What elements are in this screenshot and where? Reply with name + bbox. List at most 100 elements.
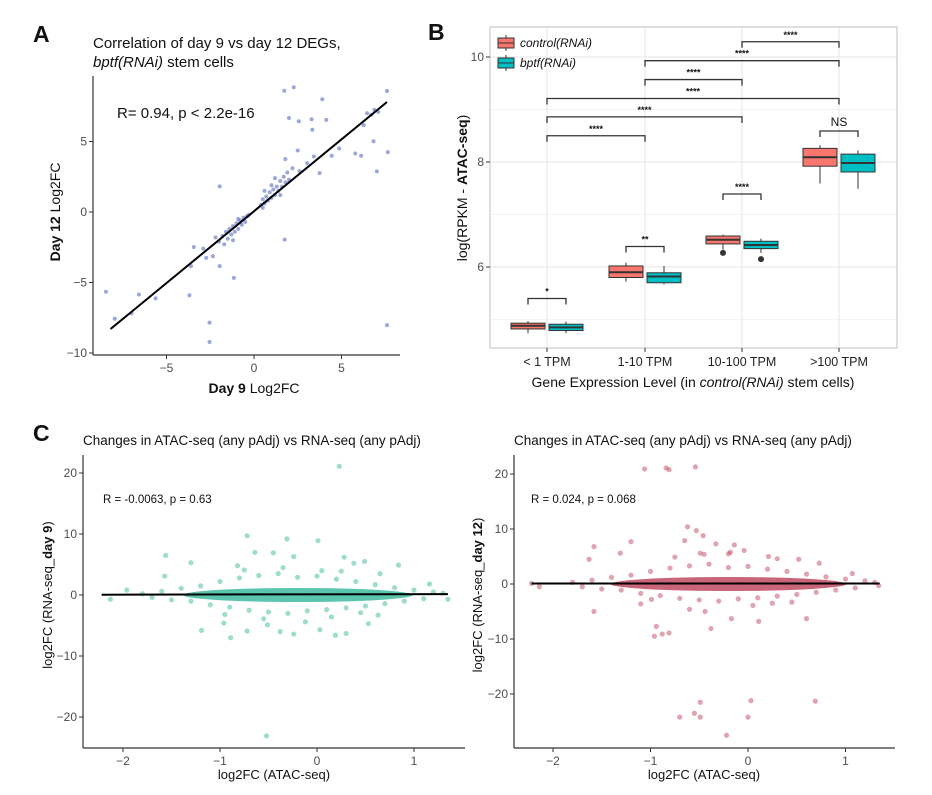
y-tick-label: 6 [477, 260, 484, 274]
data-point [201, 246, 206, 251]
data-point [278, 193, 283, 198]
data-point [222, 242, 227, 247]
legend: control(RNAi) bptf(RNAi) [497, 35, 592, 71]
data-point [332, 632, 339, 638]
data-point [275, 571, 281, 577]
data-point [642, 466, 648, 472]
data-point [207, 340, 212, 345]
panel-b-ylabel-bold: ATAC-seq [454, 119, 470, 185]
y-tick-label: 0 [501, 577, 508, 591]
panel-c-left-title: Changes in ATAC-seq (any pAdj) vs RNA-se… [83, 433, 421, 448]
data-point [295, 148, 300, 153]
data-point [756, 618, 762, 625]
data-point [667, 565, 673, 571]
regression-line [101, 593, 448, 596]
panel-c-right-title: Changes in ATAC-seq (any pAdj) vs RNA-se… [514, 433, 852, 448]
data-point [231, 238, 235, 243]
data-point [277, 629, 283, 635]
data-point [207, 602, 213, 608]
panel-c-right: Changes in ATAC-seq (any pAdj) vs RNA-se… [470, 433, 895, 782]
ylabel-bold: day 9 [40, 526, 55, 559]
panel-a-xlabel: Day 9 Log2FC [208, 380, 299, 396]
data-point [198, 583, 204, 589]
y-tick-label: −5 [73, 276, 87, 290]
data-point [708, 625, 714, 632]
data-point [536, 584, 542, 590]
data-point [343, 630, 349, 637]
panel-label-a: A [33, 21, 50, 47]
data-point [693, 528, 699, 534]
panel-c-left-correlation: R = -0.0063, p = 0.63 [103, 494, 212, 506]
panel-a: Correlation of day 9 vs day 12 DEGs, bpt… [47, 35, 400, 396]
data-point [241, 567, 247, 573]
x-tick-label: < 1 TPM [523, 355, 570, 369]
data-point [359, 153, 364, 158]
data-point [187, 293, 192, 298]
panel-b-xlabel-post: stem cells) [784, 374, 855, 390]
panel-c-right-correlation: R = 0.024, p = 0.068 [531, 494, 636, 506]
data-point [716, 598, 722, 604]
panel-b-xlabel-pre: Gene Expression Level (in [532, 374, 700, 390]
data-point [653, 623, 659, 629]
significance-bracket [644, 78, 743, 86]
data-point [296, 119, 301, 124]
data-point [395, 562, 402, 568]
panel-c-left-ylabel: log2FC (RNA-seq_day 9) [40, 521, 55, 668]
data-point [260, 197, 265, 202]
data-point [684, 524, 691, 530]
significance-bracket [546, 116, 743, 123]
data-point [284, 536, 290, 542]
legend-label: control(RNAi) [520, 36, 592, 50]
data-point [317, 171, 322, 176]
data-point [401, 598, 407, 604]
data-point [336, 463, 342, 469]
data-point [725, 551, 732, 557]
data-point [666, 467, 672, 473]
x-tick-label: 1-10 TPM [618, 355, 673, 369]
data-point [236, 575, 242, 581]
data-point [586, 556, 592, 562]
data-point [816, 560, 822, 566]
data-point [638, 601, 644, 607]
ylabel-pre: log2FC (RNA-seq_ [40, 558, 55, 669]
data-point [702, 608, 708, 615]
data-point [244, 533, 250, 539]
data-point [333, 576, 339, 582]
data-point [231, 275, 236, 280]
data-point [269, 183, 274, 188]
data-point [162, 573, 168, 579]
data-point [608, 574, 615, 581]
data-point [618, 587, 624, 593]
data-point [221, 620, 227, 626]
data-point [234, 563, 241, 569]
ylabel-bold: day 12 [470, 522, 485, 562]
data-point [697, 714, 703, 720]
significance-label: ** [641, 235, 649, 245]
significance-label: **** [589, 124, 604, 134]
data-point [426, 581, 433, 587]
y-tick-label: 5 [80, 135, 87, 149]
data-point [696, 597, 702, 603]
data-point [260, 205, 265, 210]
data-point [191, 244, 196, 249]
data-point [385, 323, 389, 328]
data-point [274, 184, 279, 189]
data-point [372, 582, 378, 588]
data-point [314, 573, 320, 579]
panel-a-title-italic: bptf(RNAi) [93, 54, 163, 71]
data-point [311, 154, 316, 159]
data-point [256, 572, 262, 579]
panel-a-correlation: R= 0.94, p < 2.2e-16 [117, 105, 255, 122]
data-point [159, 588, 165, 594]
data-point [281, 174, 286, 179]
data-point [813, 589, 819, 595]
data-point [204, 255, 209, 260]
data-point [236, 226, 241, 231]
panel-c-left-xlabel: log2FC (ATAC-seq) [218, 767, 330, 782]
data-point [812, 698, 818, 704]
data-point [833, 587, 839, 593]
data-point [686, 606, 693, 612]
significance-bracket [741, 41, 840, 48]
data-point [591, 608, 597, 615]
panel-c-right-xlabel: log2FC (ATAC-seq) [648, 767, 760, 782]
